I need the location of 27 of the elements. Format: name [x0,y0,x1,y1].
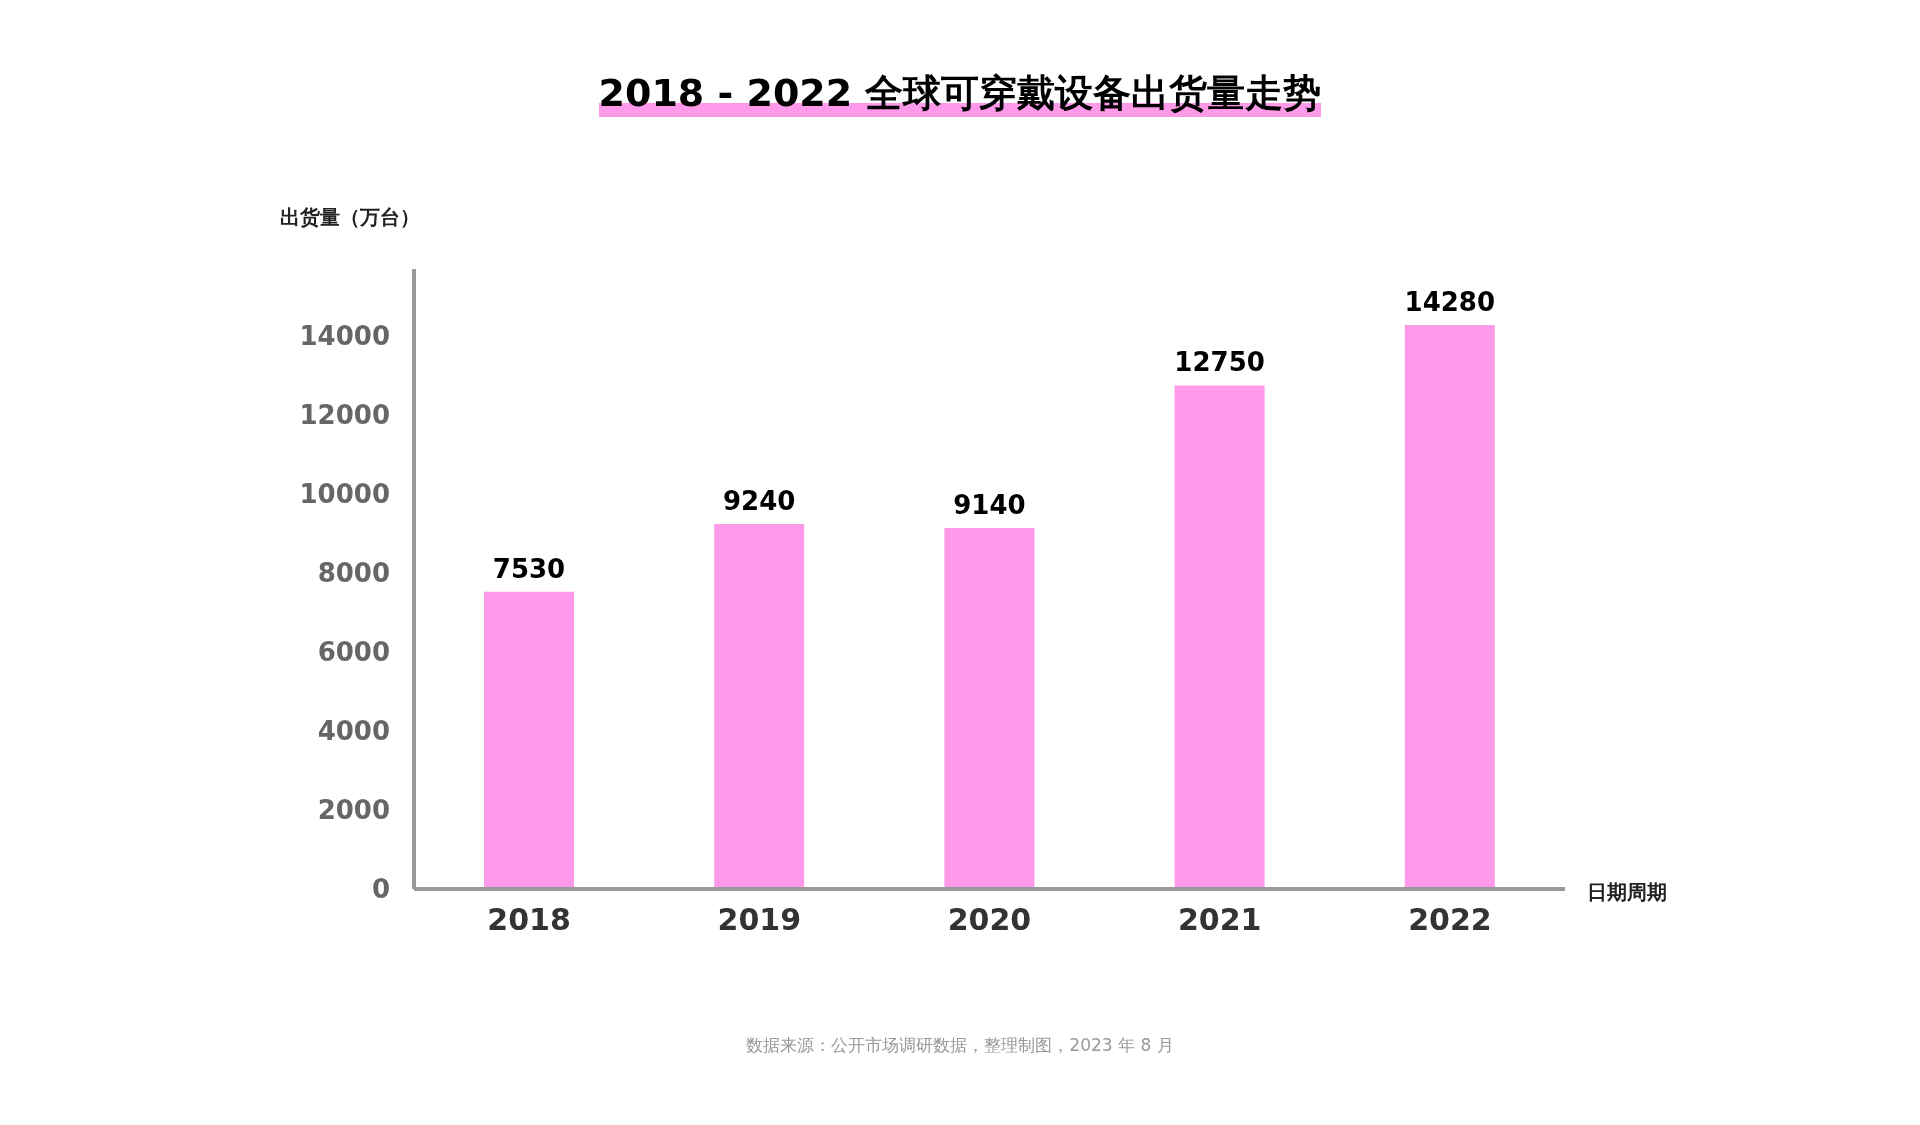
source-note: 数据来源：公开市场调研数据，整理制图，2023 年 8 月 [745,1034,1175,1057]
x-tick-label: 2019 [717,902,802,938]
data-label: 9240 [723,486,796,517]
data-label: 12750 [1174,347,1265,378]
bar [1404,325,1495,889]
bar [484,591,574,889]
y-tick-label: 8000 [317,558,390,589]
chart-title: 2018 - 2022 全球可穿戴设备出货量走势 [598,71,1322,115]
data-label: 7530 [492,553,566,584]
y-tick-label: 10000 [299,479,390,510]
y-tick-label: 4000 [317,716,390,747]
y-tick-label: 6000 [317,637,390,668]
bar [1174,385,1265,889]
y-tick-label: 0 [371,874,390,905]
x-tick-label: 2020 [947,902,1032,938]
x-tick-label: 2021 [1177,902,1262,938]
x-tick-label: 2022 [1408,902,1492,938]
x-tick-label: 2018 [487,902,571,938]
y-tick-label: 12000 [299,400,390,431]
data-label: 9140 [953,490,1026,521]
y-tick-label: 2000 [317,795,390,826]
y-axis-title: 出货量（万台） [280,204,420,231]
data-label: 14280 [1404,287,1496,318]
y-tick-label: 14000 [299,321,390,352]
x-axis-title: 日期周期 [1587,879,1667,906]
bar [714,524,805,889]
bar [944,528,1035,889]
